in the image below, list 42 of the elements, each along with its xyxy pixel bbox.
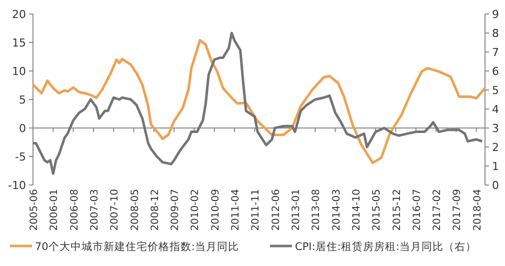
x-tick-label: 2018-04 <box>472 189 484 231</box>
x-tick-label: 2006-08 <box>69 189 80 231</box>
y-tick-label: 15 <box>12 36 26 50</box>
x-tick-label: 2012-06 <box>270 189 282 231</box>
y2-tick-label: 8 <box>492 27 499 40</box>
x-tick-label: 2015-12 <box>392 189 403 231</box>
x-tick-label: 2013-01 <box>290 189 302 231</box>
y2-tick-label: 5 <box>492 84 499 97</box>
x-tick-label: 2011-11 <box>250 189 262 231</box>
y-tick-label: 0 <box>19 122 26 135</box>
x-tick-label: 2006-01 <box>49 189 60 231</box>
y-tick-label: 5 <box>19 94 26 106</box>
x-tick-label: 2008-12 <box>150 189 161 231</box>
x-tick-label: 2007-10 <box>110 189 121 231</box>
x-tick-label: 2007-03 <box>89 189 100 231</box>
x-tick-label: 2005-06 <box>29 189 40 231</box>
x-tick-label: 2017-09 <box>452 189 464 231</box>
x-tick-label: 2009-07 <box>170 189 182 231</box>
x-tick-label: 2011-04 <box>230 189 242 231</box>
y-tick-label: 10 <box>12 65 26 78</box>
y2-tick-label: 7 <box>492 46 499 59</box>
y-tick-label: -10 <box>8 179 26 192</box>
x-tick-label: 2008-05 <box>130 189 141 231</box>
x-tick-label: 2014-03 <box>331 189 342 231</box>
x-tick-label: 2015-05 <box>372 189 383 231</box>
x-tick-label: 2014-10 <box>351 189 362 231</box>
x-tick-label: 2017-02 <box>432 189 444 231</box>
y2-tick-label: 3 <box>492 122 499 135</box>
y2-tick-label: 2 <box>492 141 499 154</box>
x-tick-label: 2016-07 <box>412 189 423 231</box>
x-tick-label: 2013-08 <box>311 189 322 231</box>
y-tick-label: -5 <box>15 150 26 164</box>
legend-label: 70个大中城市新建住宅价格指数:当月同比 <box>35 240 239 253</box>
y2-tick-label: 0 <box>492 179 499 192</box>
y-tick-label: 20 <box>12 8 26 21</box>
y2-tick-label: 4 <box>492 103 499 116</box>
legend-label: CPI:居住:租赁房房租:当月同比（右） <box>295 240 476 253</box>
y2-tick-label: 6 <box>492 65 499 78</box>
x-tick-label: 2010-09 <box>210 189 222 231</box>
y2-tick-label: 1 <box>492 160 499 173</box>
x-tick-label: 2010-02 <box>190 189 202 231</box>
y2-tick-label: 9 <box>492 8 499 21</box>
